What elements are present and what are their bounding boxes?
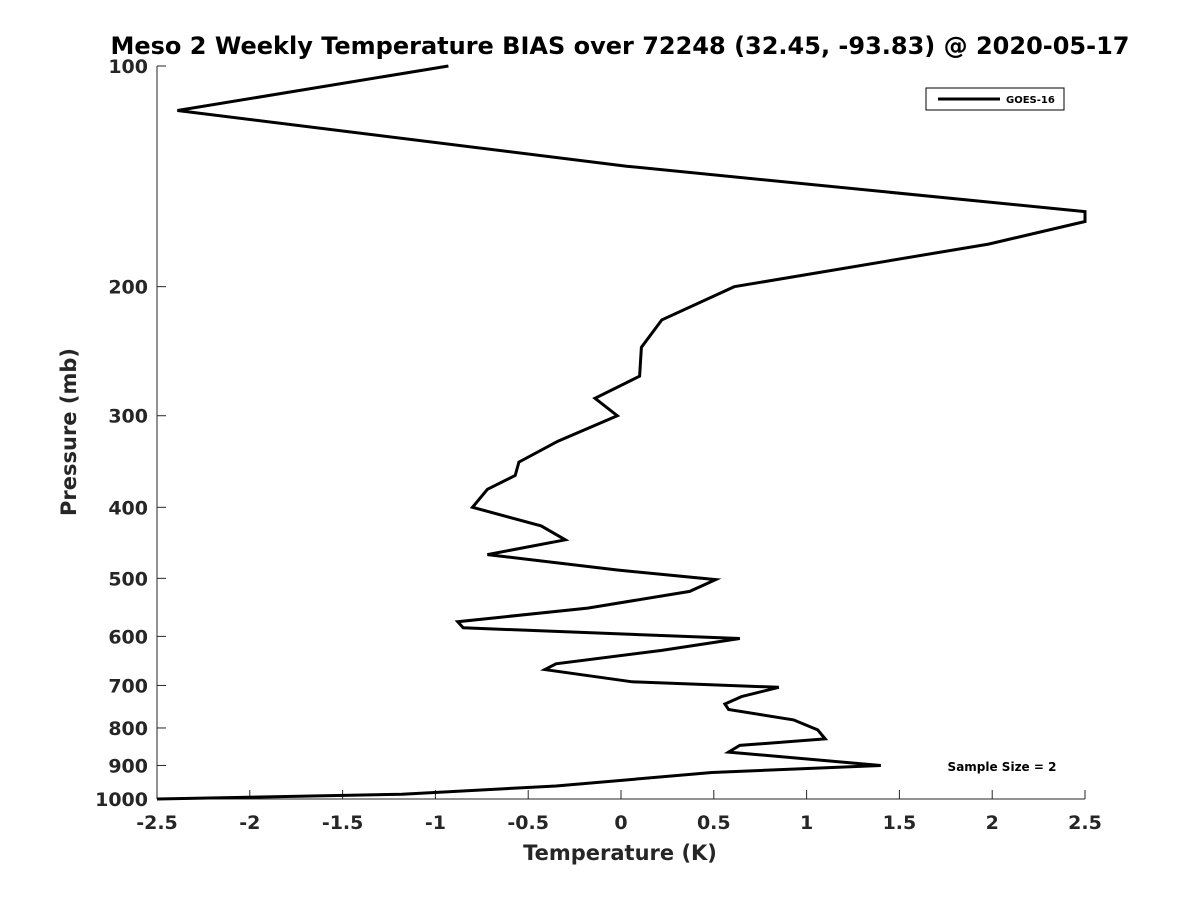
y-tick-label: 100 [108, 56, 148, 78]
x-tick-label: 0 [614, 812, 627, 834]
y-tick-label: 700 [108, 675, 148, 697]
y-tick-label: 800 [108, 718, 148, 740]
y-tick-label: 900 [108, 755, 148, 777]
y-tick-label: 300 [108, 406, 148, 428]
y-tick-label: 200 [108, 277, 148, 299]
y-tick-label: 1000 [95, 789, 148, 811]
x-tick-label: 0.5 [697, 812, 731, 834]
x-tick-label: 1.5 [883, 812, 917, 834]
x-tick-label: -2.5 [136, 812, 178, 834]
y-tick-label: 500 [108, 568, 148, 590]
x-tick-label: 1 [800, 812, 813, 834]
x-tick-label: -0.5 [507, 812, 549, 834]
y-tick-label: 600 [108, 626, 148, 648]
plot-area: -2.5 -2 -1.5 -1 -0.5 0 0.5 1 1.5 2 2.5 100 200 300 400… [95, 56, 1102, 834]
x-tick-label: 2.5 [1068, 812, 1102, 834]
y-axis-label: Pressure (mb) [57, 348, 81, 516]
sample-size-annotation: Sample Size = 2 [948, 760, 1057, 774]
legend-label-goes-16: GOES-16 [1006, 95, 1055, 106]
x-tick-label: -2 [239, 812, 260, 834]
x-tick-label: -1 [425, 812, 446, 834]
x-axis-label: Temperature (K) [523, 841, 717, 865]
x-tick-label: 2 [986, 812, 999, 834]
x-tick-label: -1.5 [322, 812, 364, 834]
series-line-goes-16 [156, 64, 1087, 801]
y-tick-label: 400 [108, 497, 148, 519]
legend: GOES-16 [925, 87, 1065, 111]
chart-title: Meso 2 Weekly Temperature BIAS over 7224… [110, 32, 1129, 60]
